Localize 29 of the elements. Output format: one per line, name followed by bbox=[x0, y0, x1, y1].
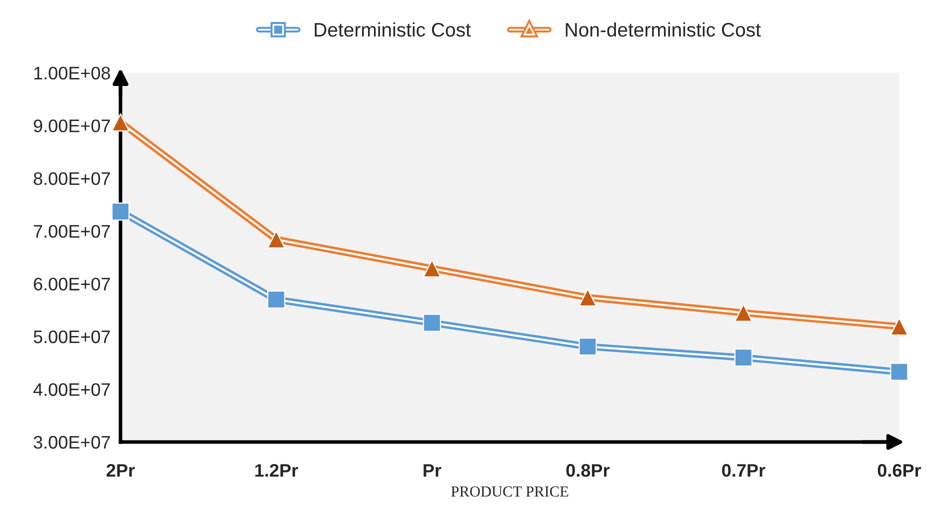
x-tick-label: 0.6Pr bbox=[878, 464, 921, 477]
point bbox=[890, 317, 908, 336]
y-tick-label: 4.00E+07 bbox=[33, 383, 110, 396]
point bbox=[267, 290, 286, 309]
point bbox=[890, 362, 908, 381]
point bbox=[734, 348, 753, 367]
y-tick-label: 6.00E+07 bbox=[34, 278, 110, 290]
point bbox=[578, 337, 597, 356]
x-axis-title: PRODUCT PRICE bbox=[451, 486, 568, 497]
legend-label: Non-deterministic Cost bbox=[566, 22, 761, 37]
x-tick-label: 0.8Pr bbox=[566, 464, 610, 477]
point bbox=[422, 314, 442, 332]
y-tick-label: 8.00E+07 bbox=[34, 172, 110, 186]
point bbox=[267, 230, 286, 249]
y-tick-label: 3.00E+07 bbox=[34, 436, 110, 449]
y-tick-label: 1.00E+08 bbox=[34, 66, 110, 80]
y-tick-label: 9.00E+07 bbox=[34, 119, 110, 132]
y-tick-label: 7.00E+07 bbox=[34, 224, 110, 238]
point bbox=[111, 113, 130, 132]
x-tick-label: 1.2Pr bbox=[255, 464, 298, 477]
point bbox=[578, 288, 597, 307]
point bbox=[734, 304, 753, 322]
y-tick-label: 5.00E+07 bbox=[34, 330, 110, 344]
x-tick-label: Pr bbox=[424, 464, 442, 477]
point bbox=[422, 259, 442, 278]
point bbox=[111, 202, 130, 221]
legend-label: Deterministic Cost bbox=[314, 22, 471, 37]
x-tick-label: 2Pr bbox=[106, 464, 135, 477]
x-tick-label: 0.7Pr bbox=[722, 464, 766, 477]
